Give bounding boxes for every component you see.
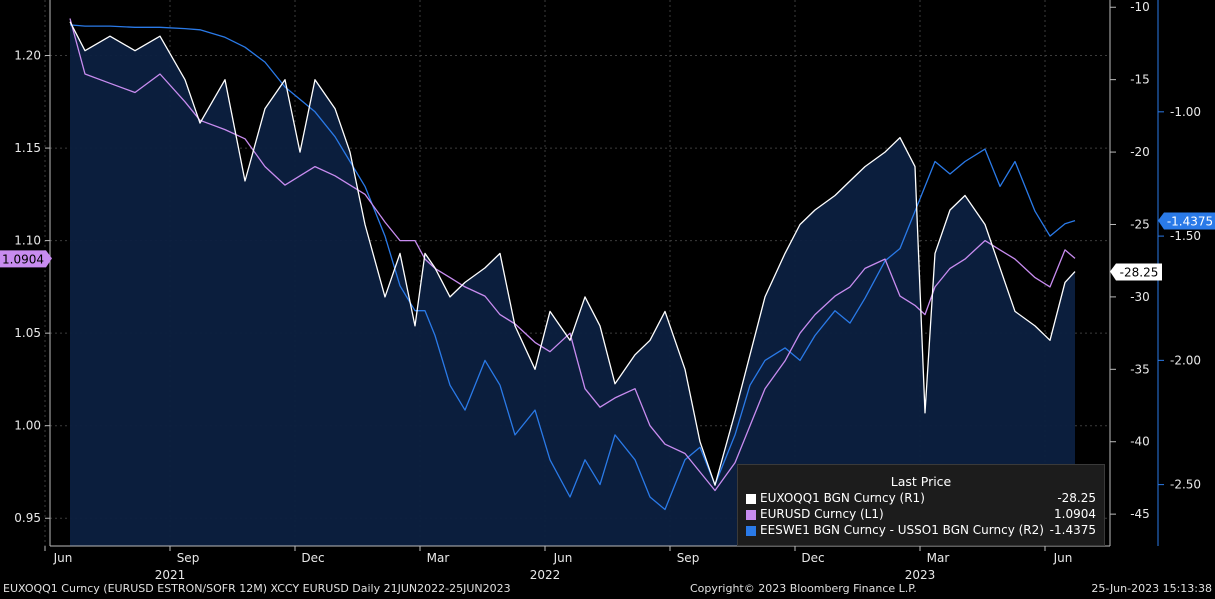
series-area-fill — [70, 21, 1075, 546]
chart-svg: 1.20 1.15 1.10 1.05 1.00 0.95 Jun Sep Dec Mar Jun S… — [0, 0, 1215, 582]
r2-tick-label: -2.00 — [1170, 353, 1201, 367]
r1-tick-label: -35 — [1130, 362, 1150, 376]
r1-tick-label: -10 — [1130, 0, 1150, 14]
y-tick-label: 1.00 — [14, 419, 41, 433]
last-badge-spread — [1158, 212, 1215, 230]
legend-value: 1.0904 — [1054, 507, 1096, 521]
r2-tick-label: -1.50 — [1170, 229, 1201, 243]
legend-label: EESWE1 BGN Curncy - USSO1 BGN Curncy (R2… — [760, 523, 1044, 537]
legend-label: EUXOQQ1 BGN Curncy (R1) — [760, 491, 925, 505]
r1-tick-label: -25 — [1130, 217, 1150, 231]
legend-item: EUXOQQ1 BGN Curncy (R1) -28.25 — [746, 491, 1096, 507]
y-tick-label: 0.95 — [14, 511, 41, 525]
x-tick-label: Sep — [677, 551, 700, 565]
legend-value: -28.25 — [1057, 491, 1096, 505]
y-tick-label: 1.05 — [14, 326, 41, 340]
footer-timestamp: 25-Jun-2023 15:13:38 — [1091, 582, 1212, 595]
footer-description: EUXOQQ1 Curncy (EURUSD ESTRON/SOFR 12M) … — [3, 582, 511, 595]
r1-tick-label: -40 — [1130, 435, 1150, 449]
legend-swatch — [746, 510, 756, 520]
y-tick-label: 1.10 — [14, 234, 41, 248]
axes: 1.20 1.15 1.10 1.05 1.00 0.95 Jun Sep Dec Mar Jun S… — [14, 0, 1201, 582]
r1-tick-label: -20 — [1130, 145, 1150, 159]
r1-tick-label: -45 — [1130, 507, 1150, 521]
last-value-badges: 1.0904 -28.25 -1.4375 — [0, 212, 1215, 281]
r1-tick-label: -30 — [1130, 290, 1150, 304]
x-tick-label: Jun — [53, 551, 73, 565]
x-tick-label: Mar — [427, 551, 450, 565]
y-tick-label: 1.20 — [14, 49, 41, 63]
last-badge-label: -1.4375 — [1167, 215, 1213, 229]
series-line — [69, 18, 1076, 492]
last-badge-label: 1.0904 — [2, 252, 44, 266]
legend-title: Last Price — [890, 474, 952, 489]
legend-item: EESWE1 BGN Curncy - USSO1 BGN Curncy (R2… — [746, 523, 1096, 539]
series-line — [69, 24, 1076, 511]
white-series-area — [70, 21, 1075, 546]
x-tick-label: Dec — [801, 551, 824, 565]
legend: Last Price EUXOQQ1 BGN Curncy (R1) -28.2… — [737, 464, 1105, 546]
legend-swatch — [746, 526, 756, 536]
r2-tick-label: -2.50 — [1170, 478, 1201, 492]
legend-label: EURUSD Curncy (L1) — [760, 507, 884, 521]
last-badge-pointer — [46, 250, 52, 268]
last-badge-label: -28.25 — [1120, 266, 1159, 280]
x-tick-label: Dec — [301, 551, 324, 565]
legend-value: -1.4375 — [1049, 523, 1096, 537]
y-tick-label: 1.15 — [14, 141, 41, 155]
r2-tick-label: -1.00 — [1170, 105, 1201, 119]
year-label: 2023 — [905, 568, 936, 582]
x-tick-label: Jun — [1053, 551, 1073, 565]
last-badge-euxoqq1 — [1110, 263, 1162, 281]
r1-tick-label: -15 — [1130, 73, 1150, 87]
x-tick-label: Sep — [177, 551, 200, 565]
series-lines — [69, 18, 1076, 511]
last-badge-eurusd — [0, 250, 46, 268]
x-tick-label: Jun — [553, 551, 573, 565]
legend-item: EURUSD Curncy (L1) 1.0904 — [746, 507, 1096, 523]
year-label: 2022 — [530, 568, 561, 582]
series-line — [69, 21, 1076, 486]
x-tick-label: Mar — [927, 551, 950, 565]
legend-swatch — [746, 494, 756, 504]
footer-copyright: Copyright© 2023 Bloomberg Finance L.P. — [690, 582, 917, 595]
year-label: 2021 — [155, 568, 186, 582]
